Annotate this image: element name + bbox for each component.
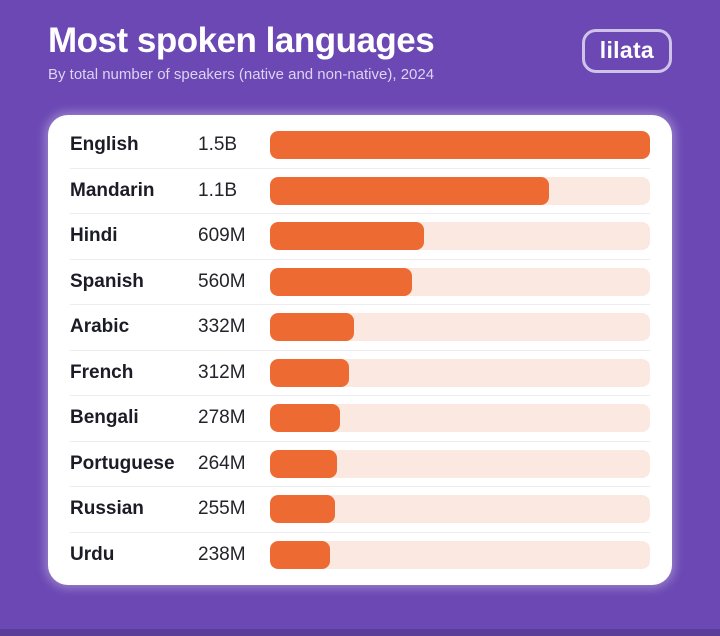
- chart-row: English 1.5B: [70, 123, 650, 168]
- bar-fill: [270, 313, 355, 342]
- bar-track: [270, 404, 650, 433]
- chart-card: English 1.5B Mandarin 1.1B Hindi 609M Sp…: [48, 115, 672, 585]
- bar-fill: [270, 358, 350, 387]
- language-label: Bengali: [70, 407, 139, 429]
- bar-chart: English 1.5B Mandarin 1.1B Hindi 609M Sp…: [70, 123, 650, 577]
- chart-row: Arabic 332M: [70, 304, 650, 350]
- chart-row: Bengali 278M: [70, 395, 650, 441]
- bar-track: [270, 358, 650, 387]
- value-label: 255M: [198, 498, 246, 520]
- chart-row: Portuguese 264M: [70, 440, 650, 487]
- language-label: Urdu: [70, 543, 115, 565]
- language-label: Arabic: [70, 316, 130, 338]
- bar-track: [270, 131, 650, 160]
- chart-row: French 312M: [70, 349, 650, 396]
- value-label: 560M: [198, 270, 246, 292]
- header: Most spoken languages By total number of…: [48, 20, 672, 83]
- language-label: Portuguese: [70, 452, 175, 474]
- bar-track: [270, 495, 650, 524]
- language-label: Spanish: [70, 270, 144, 292]
- bar-fill: [270, 540, 331, 569]
- value-label: 332M: [198, 316, 246, 338]
- value-label: 609M: [198, 225, 246, 247]
- bar-track: [270, 267, 650, 296]
- bar-fill: [270, 404, 341, 433]
- bar-track: [270, 449, 650, 478]
- lilata-logo-text: lilata: [599, 37, 654, 63]
- language-label: Mandarin: [70, 179, 155, 201]
- chart-row: Hindi 609M: [70, 213, 650, 259]
- value-label: 264M: [198, 452, 246, 474]
- value-label: 312M: [198, 361, 246, 383]
- bar-track: [270, 540, 650, 569]
- bar-fill: [270, 449, 337, 478]
- bar-fill: [270, 176, 549, 205]
- chart-row: Mandarin 1.1B: [70, 167, 650, 214]
- language-label: Hindi: [70, 225, 118, 247]
- bar-fill: [270, 267, 412, 296]
- language-label: English: [70, 134, 139, 156]
- bar-track: [270, 313, 650, 342]
- value-label: 1.1B: [198, 179, 238, 201]
- bar-track: [270, 176, 650, 205]
- bar-fill: [270, 222, 425, 251]
- lilata-logo-badge: lilata: [581, 29, 672, 73]
- bar-fill: [270, 131, 650, 160]
- chart-row: Spanish 560M: [70, 258, 650, 305]
- bar-track: [270, 222, 650, 251]
- value-label: 238M: [198, 543, 246, 565]
- header-text: Most spoken languages By total number of…: [48, 20, 435, 83]
- chart-row: Urdu 238M: [70, 531, 650, 578]
- bar-fill: [270, 495, 335, 524]
- chart-row: Russian 255M: [70, 486, 650, 532]
- page-title: Most spoken languages: [48, 21, 435, 60]
- value-label: 278M: [198, 407, 246, 429]
- value-label: 1.5B: [198, 134, 238, 156]
- page-subtitle: By total number of speakers (native and …: [48, 66, 435, 83]
- language-label: French: [70, 361, 134, 383]
- bottom-accent-strip: [0, 629, 720, 636]
- language-label: Russian: [70, 498, 144, 520]
